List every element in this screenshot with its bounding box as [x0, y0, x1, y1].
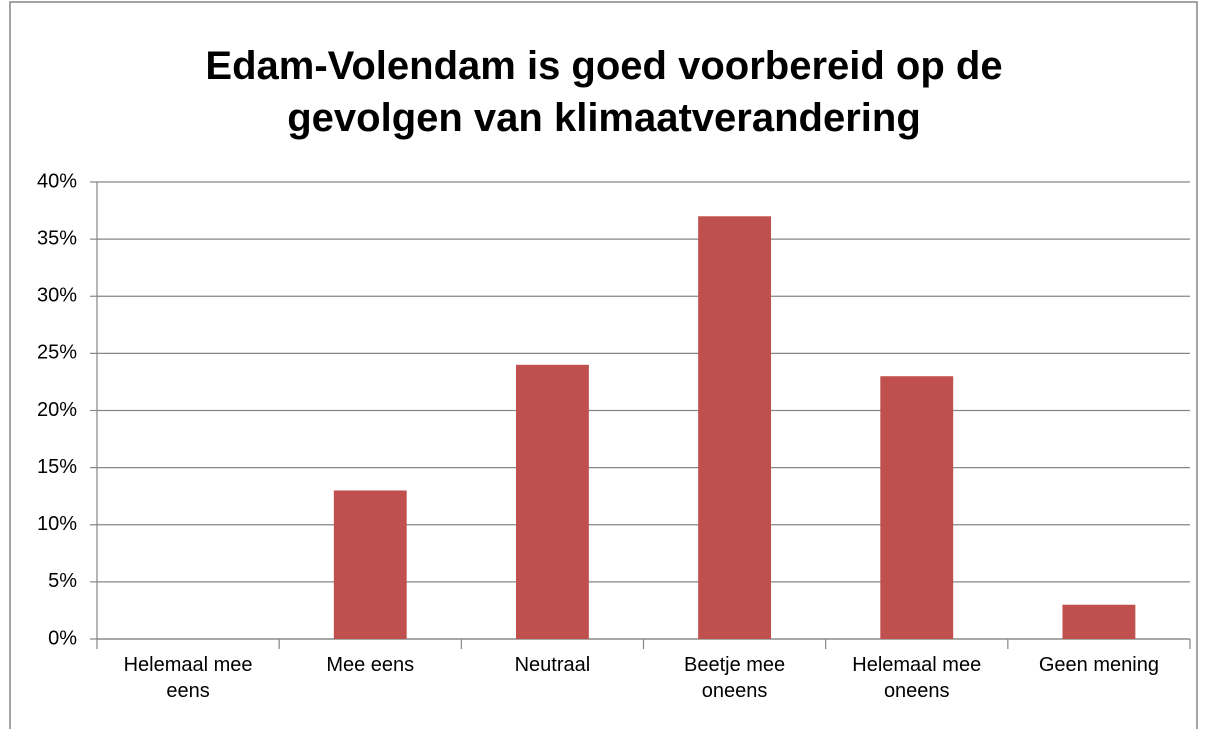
- y-tick-label: 25%: [37, 342, 77, 364]
- x-tick-label: Beetje mee oneens: [683, 654, 786, 702]
- y-tick-label: 15%: [37, 456, 77, 478]
- bar: [333, 490, 407, 639]
- chart-frame: [9, 1, 1198, 729]
- y-tick-label: 20%: [37, 399, 77, 421]
- bar: [515, 364, 589, 639]
- x-tick-label: Mee eens: [326, 654, 415, 676]
- bar: [698, 216, 772, 639]
- y-tick-label: 10%: [37, 513, 77, 535]
- y-tick-label: 35%: [37, 227, 77, 249]
- x-tick-label: Neutraal: [514, 654, 591, 676]
- x-tick-label: Geen mening: [1038, 654, 1159, 676]
- bar: [1062, 604, 1136, 639]
- bar: [880, 376, 954, 639]
- y-tick-label: 40%: [37, 170, 77, 192]
- y-tick-label: 5%: [48, 570, 77, 592]
- x-tick-label: Helemaal mee eens: [123, 654, 253, 702]
- y-tick-label: 30%: [37, 285, 77, 307]
- chart-title: Edam-Volendam is goed voorbereid op de g…: [205, 44, 1003, 140]
- y-tick-label: 0%: [48, 627, 77, 649]
- x-tick-label: Helemaal mee oneens: [852, 654, 982, 702]
